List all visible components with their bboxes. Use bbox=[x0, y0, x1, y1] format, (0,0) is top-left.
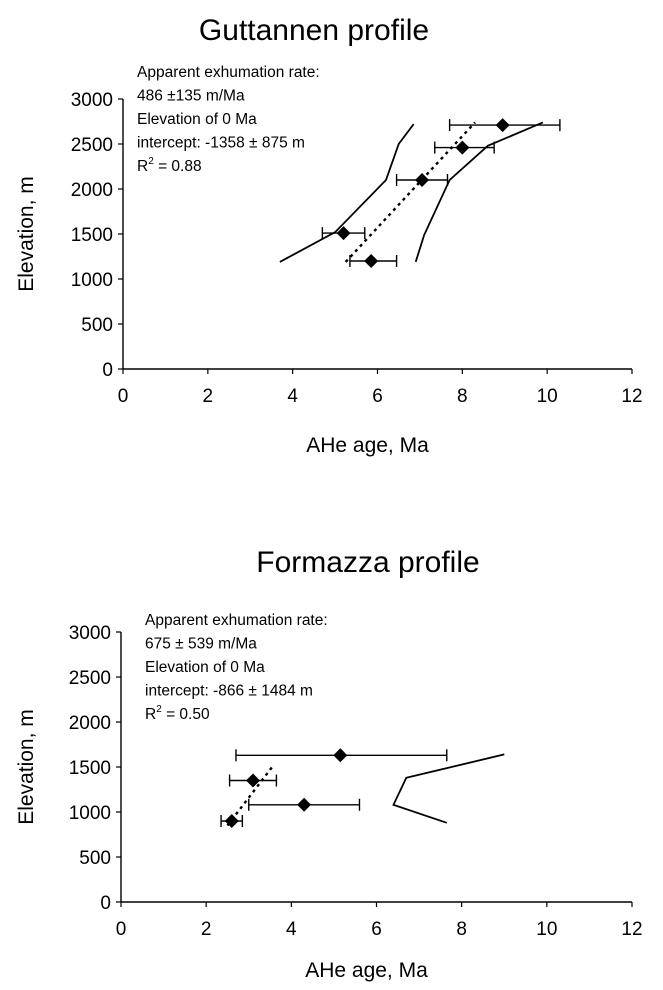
x-tick-label: 2 bbox=[201, 919, 212, 940]
chart-panel-2: Formazza profile 0 500 1000 1500 2000 2500 3000… bbox=[15, 546, 643, 982]
y-tick-label: 0 bbox=[102, 360, 113, 381]
chart-panel-1: Guttannen profile 0 500 1000 1500 2000 2500 300… bbox=[15, 14, 643, 457]
annotation-line: intercept: -1358 ± 875 m bbox=[137, 135, 305, 152]
annotation-line: Apparent exhumation rate: bbox=[137, 64, 320, 81]
x-axis-label: AHe age, Ma bbox=[305, 959, 428, 982]
x-axis-label: AHe age, Ma bbox=[306, 434, 429, 457]
y-axis-label: Elevation, m bbox=[15, 709, 38, 825]
regression-line bbox=[226, 766, 274, 827]
annotation-line: Apparent exhumation rate: bbox=[145, 612, 328, 629]
confidence-line-right bbox=[414, 121, 544, 263]
x-tick-label: 4 bbox=[287, 386, 298, 407]
x-tick-label: 12 bbox=[621, 386, 642, 407]
regression-line bbox=[344, 121, 476, 263]
y-tick-label: 3000 bbox=[69, 623, 111, 644]
y-tick-label: 2500 bbox=[69, 668, 111, 689]
data-point bbox=[415, 173, 430, 187]
data-point bbox=[336, 226, 351, 241]
annotation-line: intercept: -866 ± 1484 m bbox=[145, 683, 313, 700]
x-tick-label: 12 bbox=[621, 919, 642, 940]
data-point bbox=[224, 814, 239, 828]
x-tick-label: 6 bbox=[372, 386, 383, 407]
data-point bbox=[364, 254, 379, 268]
x-tick-label: 0 bbox=[118, 386, 129, 407]
y-tick-label: 2500 bbox=[71, 135, 113, 156]
r-squared-label: R2 = 0.50 bbox=[145, 704, 210, 723]
y-tick-label: 1500 bbox=[69, 758, 111, 779]
x-tick-label: 10 bbox=[537, 386, 558, 407]
annotation-line: 675 ± 539 m/Ma bbox=[145, 636, 257, 653]
chart-title: Guttannen profile bbox=[199, 14, 429, 47]
data-point bbox=[455, 140, 470, 155]
data-point bbox=[246, 773, 261, 788]
y-tick-label: 1500 bbox=[71, 225, 113, 246]
annotation-line: Elevation of 0 Ma bbox=[145, 659, 265, 676]
x-tick-label: 2 bbox=[203, 386, 214, 407]
confidence-line-right bbox=[392, 753, 505, 824]
annotation-line: Elevation of 0 Ma bbox=[137, 111, 257, 128]
confidence-line-left bbox=[279, 123, 415, 263]
x-tick-label: 0 bbox=[116, 919, 127, 940]
x-tick-label: 8 bbox=[457, 386, 468, 407]
y-axis-label: Elevation, m bbox=[15, 176, 38, 292]
x-tick-label: 4 bbox=[286, 919, 297, 940]
chart-title: Formazza profile bbox=[256, 546, 479, 579]
data-point bbox=[297, 797, 312, 812]
y-tick-label: 1000 bbox=[69, 803, 111, 824]
r-squared-label: R2 = 0.88 bbox=[137, 156, 202, 175]
y-tick-label: 500 bbox=[79, 848, 111, 869]
data-point bbox=[495, 118, 510, 133]
data-point bbox=[333, 748, 348, 763]
y-tick-label: 0 bbox=[100, 893, 111, 914]
y-tick-label: 500 bbox=[81, 315, 113, 336]
x-tick-label: 8 bbox=[456, 919, 467, 940]
y-tick-label: 3000 bbox=[71, 90, 113, 111]
y-tick-label: 2000 bbox=[71, 180, 113, 201]
annotation-line: 486 ±135 m/Ma bbox=[137, 88, 245, 105]
x-tick-label: 6 bbox=[371, 919, 382, 940]
y-tick-label: 1000 bbox=[71, 270, 113, 291]
x-tick-label: 10 bbox=[536, 919, 557, 940]
y-tick-label: 2000 bbox=[69, 713, 111, 734]
